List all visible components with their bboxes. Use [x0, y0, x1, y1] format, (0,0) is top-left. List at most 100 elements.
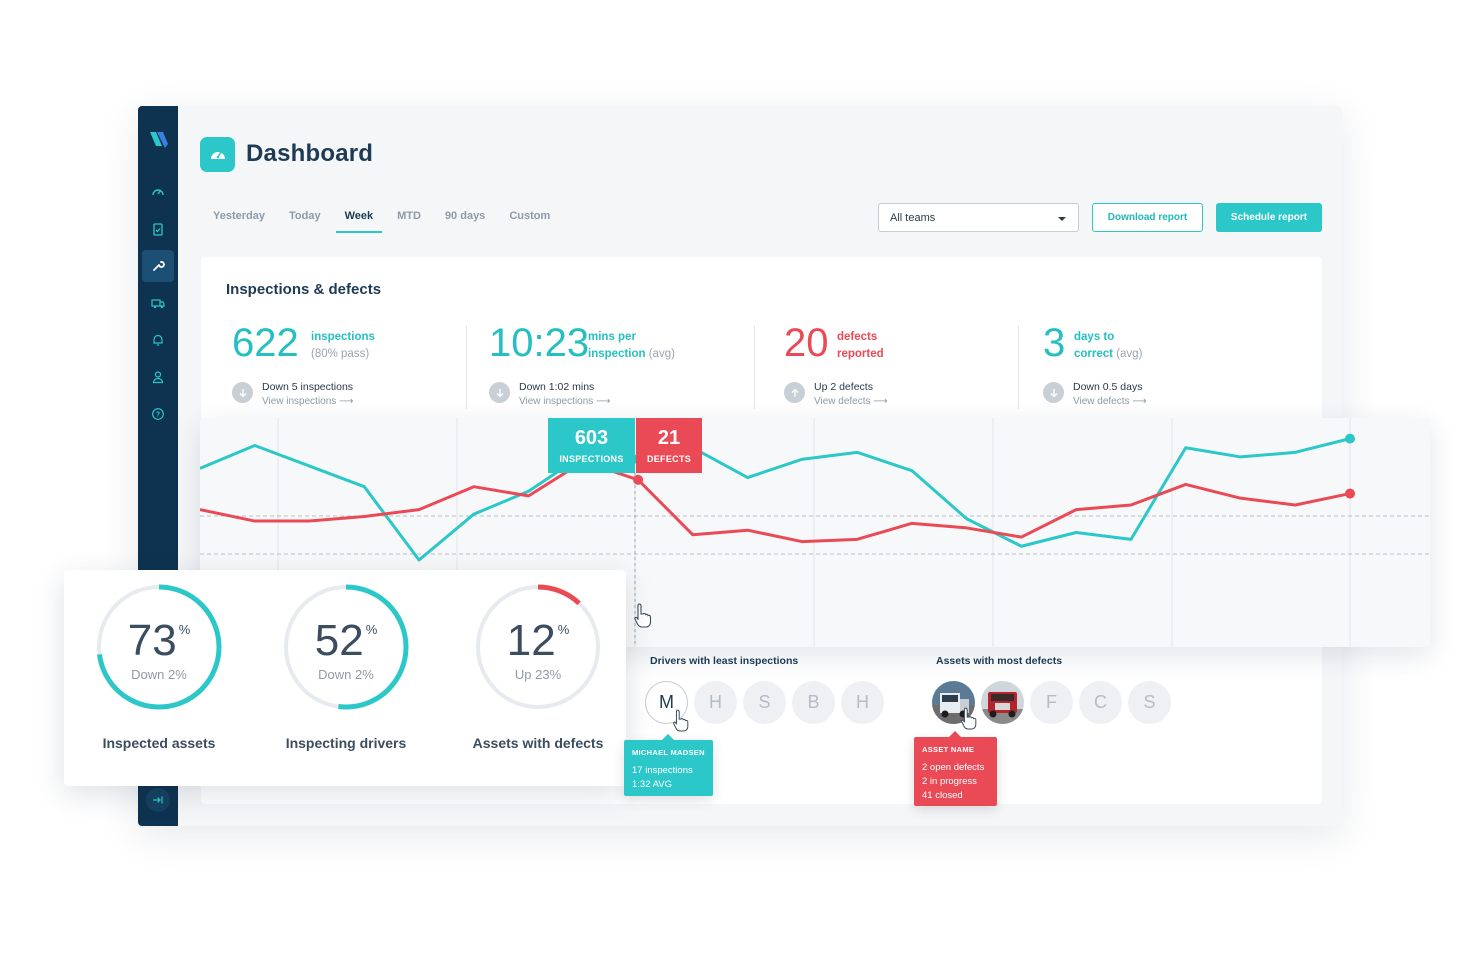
stat-label-line2: inspection — [588, 348, 646, 360]
gauge-assets-with-defects: 12% Up 23% — [473, 582, 603, 712]
expand-arrow-icon — [153, 796, 163, 804]
stat-label: defects reported — [837, 329, 884, 363]
gauge-inspecting-drivers: 52% Down 2% — [281, 582, 411, 712]
defects-tooltip: 21 DEFECTS — [636, 418, 702, 473]
truck-photo-image — [981, 681, 1024, 724]
team-select-value: All teams — [890, 212, 936, 224]
stat-delta: Down 1:02 mins — [519, 381, 595, 393]
percent-sign: % — [557, 622, 570, 637]
arrow-right-icon: ⟶ — [596, 396, 611, 407]
asset-avatar[interactable]: S — [1128, 681, 1171, 724]
arrow-right-icon: ⟶ — [1132, 396, 1147, 407]
link-text: View inspections — [519, 396, 594, 407]
gauge-number: 12 — [506, 616, 556, 665]
gauge-subtext: Up 23% — [514, 667, 562, 682]
driver-avatar[interactable]: H — [841, 681, 884, 724]
stat-label-line1: mins per — [588, 331, 636, 343]
data-point — [1345, 433, 1355, 444]
stat-mins-per-inspection: 10:23 mins per inspection (avg) Down 1:0… — [489, 321, 749, 411]
stat-inspections: 622 inspections (80% pass) Down 5 inspec… — [232, 321, 462, 411]
tab-mtd[interactable]: MTD — [397, 210, 421, 222]
tab-custom[interactable]: Custom — [509, 210, 551, 222]
nav-help[interactable]: ? — [142, 398, 174, 430]
gauge-label: Inspecting drivers — [285, 735, 407, 751]
stat-label-line1: days to — [1074, 331, 1115, 343]
inspections-tooltip: 603 INSPECTIONS — [548, 418, 635, 473]
stat-value: 3 — [1043, 321, 1066, 365]
hand-cursor-icon — [961, 707, 977, 730]
divider — [466, 325, 467, 409]
clipboard-check-icon — [153, 223, 163, 236]
tab-90-days[interactable]: 90 days — [444, 210, 486, 222]
asset-name: ASSET NAME — [922, 745, 975, 754]
gauge-progress-arc — [96, 584, 222, 710]
tooltip-inspections-value: 603 — [574, 427, 609, 449]
tooltip-arrow — [949, 731, 961, 737]
asset-avatar[interactable]: C — [1079, 681, 1122, 724]
stat-label-line2: correct — [1074, 348, 1113, 360]
nav-inspections[interactable] — [142, 213, 174, 245]
driver-avg: 1:32 AVG — [632, 779, 672, 790]
view-defects-link[interactable]: View defects ⟶ — [814, 396, 888, 407]
gauge-subtext: Down 2% — [318, 667, 374, 682]
driver-name: MICHAEL MADSEN — [632, 748, 705, 757]
trend-down-icon — [489, 382, 510, 403]
gauge-label: Assets with defects — [472, 735, 604, 751]
trend-line-chart[interactable] — [200, 418, 1430, 647]
nav-users[interactable] — [142, 361, 174, 393]
arrow-right-icon: ⟶ — [339, 396, 354, 407]
stat-label: inspections (80% pass) — [311, 329, 375, 363]
collapse-sidebar-button[interactable] — [146, 788, 170, 812]
defects-series-line — [200, 460, 1351, 544]
driver-avatar[interactable]: M — [645, 681, 688, 724]
view-inspections-link[interactable]: View inspections ⟶ — [262, 396, 353, 407]
trend-up-icon — [784, 382, 805, 403]
percent-sign: % — [365, 622, 378, 637]
driver-avatar[interactable]: S — [743, 681, 786, 724]
stat-label: mins per inspection (avg) — [588, 329, 675, 363]
svg-text:?: ? — [156, 412, 160, 419]
gauge-number: 73 — [127, 616, 177, 665]
tooltip-inspections-label: INSPECTIONS — [559, 454, 624, 464]
view-defects-link[interactable]: View defects ⟶ — [1073, 396, 1147, 407]
card-title: Inspections & defects — [226, 281, 382, 298]
asset-photo-truck[interactable] — [981, 681, 1024, 724]
team-select[interactable]: All teams — [878, 203, 1079, 232]
nav-maintenance[interactable] — [142, 250, 174, 282]
drivers-list-title: Drivers with least inspections — [650, 655, 799, 667]
data-point — [1345, 488, 1355, 499]
arrow-right-icon: ⟶ — [873, 396, 888, 407]
nav-assets[interactable] — [142, 287, 174, 319]
tab-yesterday[interactable]: Yesterday — [213, 210, 265, 222]
link-text: View defects — [1073, 396, 1130, 407]
trend-down-icon — [232, 382, 253, 403]
asset-avatar[interactable]: F — [1030, 681, 1073, 724]
view-inspections-link[interactable]: View inspections ⟶ — [519, 396, 610, 407]
gauge-inspected-assets: 73% Down 2% — [94, 582, 224, 712]
bell-icon — [153, 334, 163, 346]
gauge-progress-arc — [475, 584, 601, 710]
stat-label-avg: (avg) — [648, 348, 675, 360]
dashboard-header-icon — [200, 137, 235, 172]
hand-cursor-icon — [634, 603, 652, 628]
nav-notifications[interactable] — [142, 324, 174, 356]
gauge-value: 52% — [281, 616, 411, 666]
tooltip-defects-label: DEFECTS — [646, 454, 692, 464]
tooltip-arrow — [662, 734, 674, 740]
brand-logo — [150, 132, 168, 148]
nav-dashboard[interactable] — [142, 176, 174, 208]
schedule-report-button[interactable]: Schedule report — [1216, 203, 1322, 232]
asset-photo-truck[interactable] — [932, 681, 975, 724]
download-report-button[interactable]: Download report — [1092, 203, 1203, 232]
tab-today[interactable]: Today — [288, 210, 321, 222]
percent-sign: % — [178, 622, 191, 637]
driver-avatar[interactable]: H — [694, 681, 737, 724]
help-icon: ? — [152, 408, 164, 420]
stat-label-line2: (80% pass) — [311, 348, 370, 360]
driver-avatar[interactable]: B — [792, 681, 835, 724]
page-title: Dashboard — [246, 140, 374, 167]
gauges-panel: 73% Down 2% Inspected assets 52% Down 2%… — [64, 570, 626, 786]
tab-week[interactable]: Week — [335, 206, 383, 233]
gauge-subtext: Down 2% — [131, 667, 187, 682]
stat-value: 10:23 — [489, 321, 590, 365]
